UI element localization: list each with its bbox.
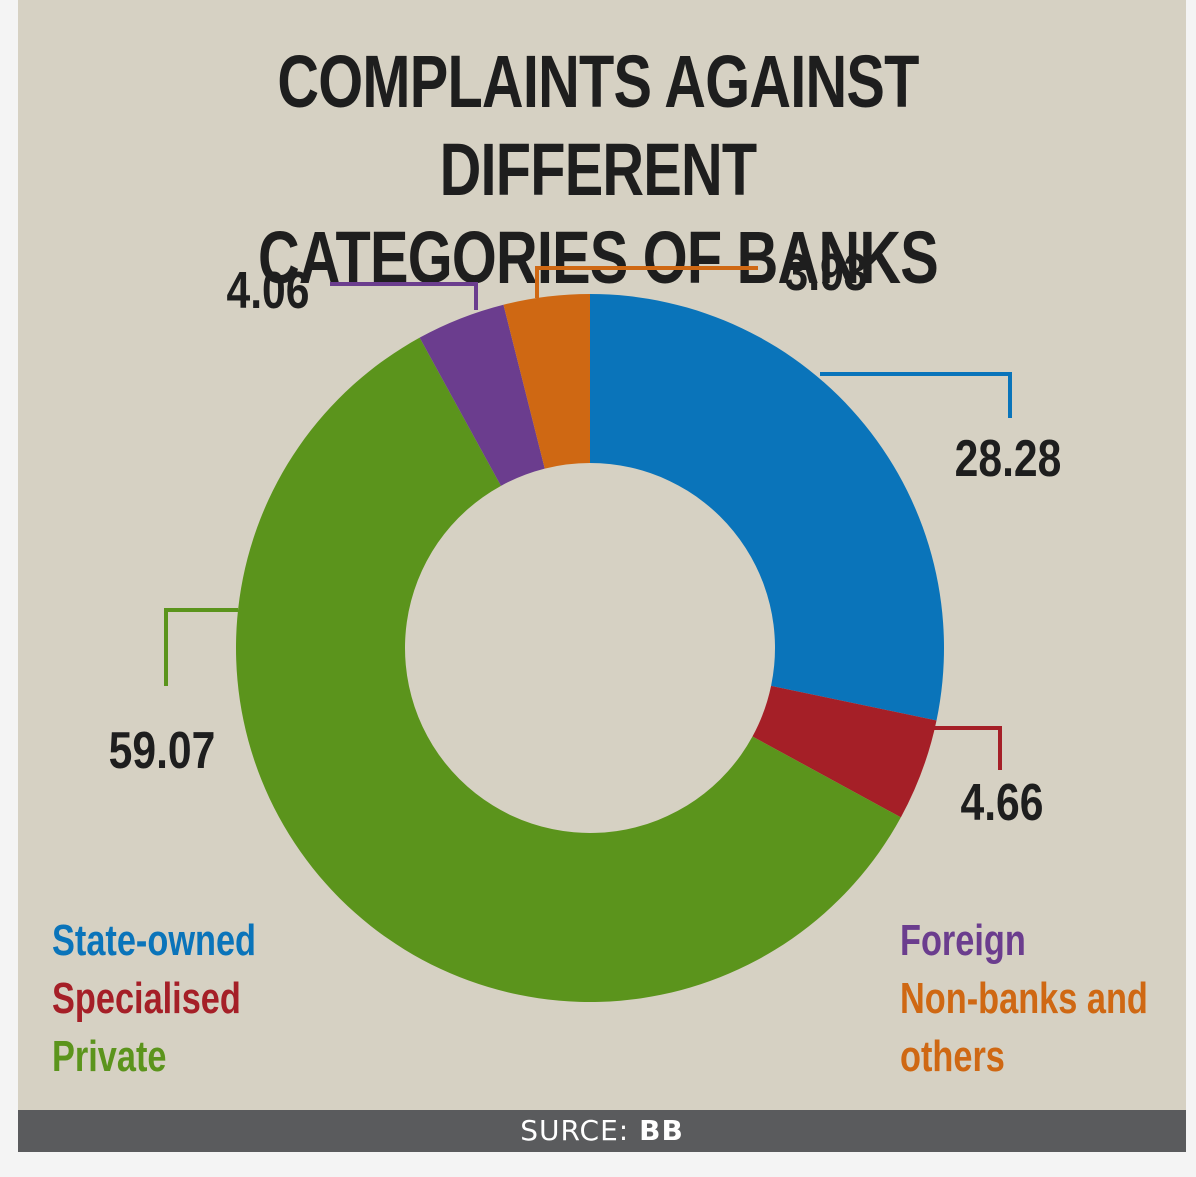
value-label-specialised: 4.66: [961, 774, 1044, 832]
legend-item-right-others: others: [900, 1032, 1005, 1081]
slice-specialised: [752, 685, 937, 818]
legend-item-right-non-banks-and: Non-banks and: [900, 974, 1148, 1023]
slice-non-banks-and-others: [503, 294, 590, 469]
slice-foreign: [419, 304, 545, 486]
leader-line-non-banks-and-others: [535, 266, 758, 298]
legend-item-left-private: Private: [52, 1032, 167, 1081]
value-label-private: 59.07: [109, 722, 216, 780]
slice-private: [236, 337, 901, 1003]
leader-line-state-owned: [820, 372, 1012, 418]
legend-right: Foreign Non-banks and others: [900, 912, 1148, 1086]
leader-line-specialised: [930, 726, 1002, 770]
leader-line-foreign: [330, 282, 478, 310]
legend-item-right-foreign: Foreign: [900, 916, 1026, 965]
value-label-state-owned: 28.28: [955, 430, 1062, 488]
value-label-non-banks-and-others: 3.93: [785, 244, 868, 302]
legend-left: State-owned Specialised Private: [52, 912, 256, 1086]
source-prefix: SURCE:: [520, 1114, 640, 1147]
legend-item-left-state-owned: State-owned: [52, 916, 257, 965]
value-label-foreign: 4.06: [227, 262, 310, 320]
source-footer: SURCE: BB: [18, 1110, 1186, 1152]
source-name: BB: [639, 1114, 684, 1147]
title-line-1: COMPLAINTS AGAINST DIFFERENT: [277, 40, 919, 211]
slice-state-owned: [590, 294, 945, 721]
legend-item-left-specialised: Specialised: [52, 974, 241, 1023]
leader-line-private: [164, 608, 238, 686]
